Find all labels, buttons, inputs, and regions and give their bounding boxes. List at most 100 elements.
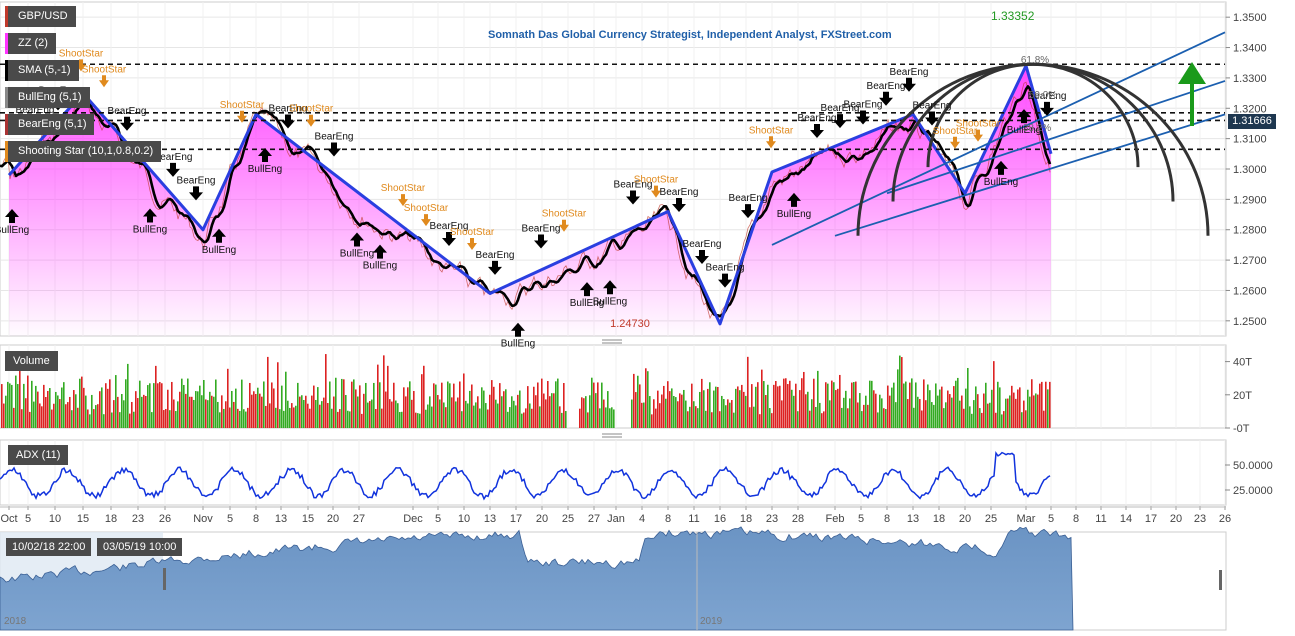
volume-bar xyxy=(831,380,833,428)
volume-bar xyxy=(109,379,111,428)
volume-bar xyxy=(771,413,773,428)
time-axis-label: 25 xyxy=(562,513,574,525)
price-line-layer xyxy=(0,81,1051,320)
volume-bar xyxy=(73,390,75,428)
volume-bar xyxy=(955,380,957,428)
volume-bar xyxy=(95,405,97,428)
legend-zigzag[interactable]: ZZ (2) xyxy=(5,33,56,54)
volume-bar xyxy=(833,382,835,428)
volume-bar xyxy=(103,414,105,428)
navigator-from-date[interactable]: 10/02/18 22:00 xyxy=(6,538,92,556)
volume-bar xyxy=(441,382,443,428)
volume-bar xyxy=(381,408,383,428)
volume-bar xyxy=(529,403,531,428)
volume-bar xyxy=(205,399,207,428)
volume-bar xyxy=(225,401,227,428)
volume-bar xyxy=(631,399,633,428)
bull-engulfing-arrow xyxy=(994,160,1008,175)
shooting-star-label: ShootStar xyxy=(59,48,104,59)
volume-bar xyxy=(851,382,853,428)
volume-bar xyxy=(123,400,125,428)
volume-bar xyxy=(537,382,539,428)
volume-bar xyxy=(283,410,285,428)
volume-bar xyxy=(35,385,37,428)
volume-bar xyxy=(371,399,373,428)
volume-bar xyxy=(687,411,689,428)
trendline xyxy=(834,113,1226,237)
bear-engulfing-arrow xyxy=(856,110,870,125)
time-axis-label: 27 xyxy=(588,513,600,525)
bear-engulfing-label: BearEng xyxy=(844,100,883,111)
volume-bar xyxy=(165,408,167,428)
volume-bar xyxy=(23,383,25,428)
volume-bar xyxy=(231,390,233,428)
volume-bar xyxy=(311,395,313,428)
trough-price-label: 1.24730 xyxy=(610,318,650,330)
volume-bar xyxy=(551,393,553,428)
volume-bar xyxy=(399,412,401,428)
volume-bar xyxy=(293,407,295,428)
legend-bullengulfing[interactable]: BullEng (5,1) xyxy=(5,87,90,108)
navigator-to-date[interactable]: 03/05/19 10:00 xyxy=(97,538,183,556)
volume-bar xyxy=(931,402,933,428)
volume-bar xyxy=(1013,392,1015,428)
time-axis-label: 26 xyxy=(1219,513,1231,525)
legend-bearengulfing[interactable]: BearEng (5,1) xyxy=(5,114,95,135)
bear-engulfing-arrow xyxy=(626,190,640,205)
volume-bar xyxy=(277,362,279,428)
volume-bar xyxy=(31,380,33,428)
volume-bar xyxy=(541,378,543,428)
volume-bar xyxy=(143,394,145,428)
volume-bar xyxy=(219,412,221,428)
time-axis-label: 13 xyxy=(484,513,496,525)
shooting-star-label: ShootStar xyxy=(542,209,587,220)
bear-engulfing-label: BearEng xyxy=(821,103,860,114)
volume-bar xyxy=(673,396,675,428)
volume-bar xyxy=(47,390,49,428)
bear-engulfing-arrow xyxy=(902,77,916,92)
volume-bar xyxy=(245,411,247,428)
volume-bar xyxy=(373,382,375,428)
volume-bar xyxy=(967,367,969,428)
volume-bar xyxy=(841,407,843,428)
volume-bar xyxy=(301,395,303,428)
volume-bar xyxy=(685,400,687,428)
navigator-layer[interactable] xyxy=(0,526,1227,631)
legend-shooting-star[interactable]: Shooting Star (10,1,0.8,0.2) xyxy=(5,141,162,162)
legend-gbpusd[interactable]: GBP/USD xyxy=(5,6,76,27)
volume-bar xyxy=(323,397,325,428)
bear-engulfing-arrow xyxy=(281,114,295,129)
volume-bar xyxy=(783,378,785,428)
volume-bar xyxy=(989,402,991,428)
volume-bar xyxy=(697,408,699,428)
volume-bar xyxy=(287,400,289,428)
volume-bar xyxy=(817,370,819,428)
volume-bar xyxy=(427,404,429,428)
adx-panel-label[interactable]: ADX (11) xyxy=(8,445,69,465)
volume-bar xyxy=(775,381,777,428)
volume-bar xyxy=(733,412,735,428)
time-axis-label: Jan xyxy=(607,513,625,525)
legend-sma[interactable]: SMA (5,-1) xyxy=(5,60,79,81)
volume-bar xyxy=(369,401,371,428)
volume-bar xyxy=(809,410,811,428)
volume-bar xyxy=(1,384,3,428)
adx-panel-frame xyxy=(0,439,1227,506)
volume-bar xyxy=(303,400,305,428)
volume-bar xyxy=(179,391,181,428)
shooting-star-arrow xyxy=(950,136,960,149)
volume-bar xyxy=(359,385,361,428)
volume-bar xyxy=(897,369,899,428)
adx-axis-label: 50.0000 xyxy=(1233,460,1273,472)
volume-bar xyxy=(799,390,801,428)
volume-bar xyxy=(325,354,327,428)
volume-bar xyxy=(97,404,99,428)
volume-bar xyxy=(321,401,323,428)
volume-bar xyxy=(601,382,603,428)
volume-panel-label[interactable]: Volume xyxy=(5,351,58,371)
bull-engulfing-label: BullEng xyxy=(202,245,236,256)
trendline-layer xyxy=(771,31,1226,246)
bear-engulfing-arrow xyxy=(442,232,456,247)
volume-bar xyxy=(689,406,691,428)
